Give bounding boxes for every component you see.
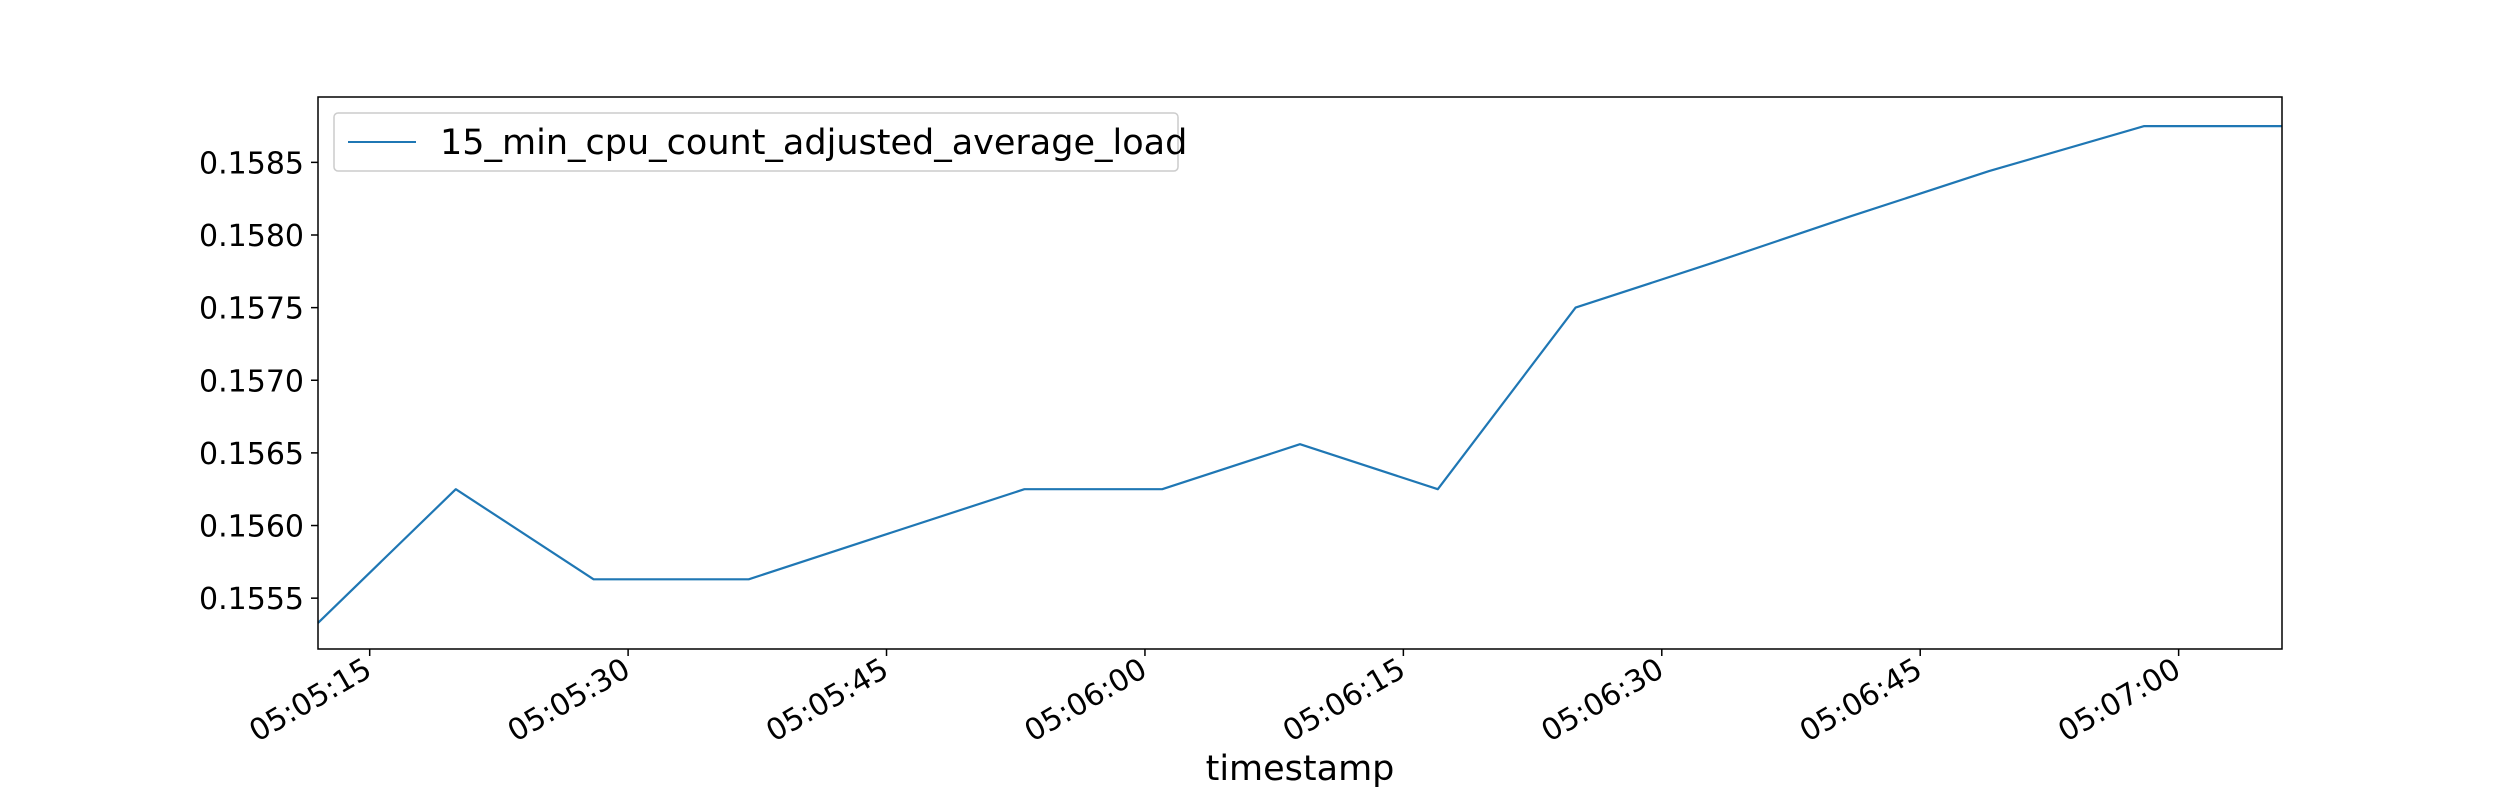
plot-frame <box>317 96 2283 650</box>
legend-label: 15_min_cpu_count_adjusted_average_load <box>440 123 1187 163</box>
y-tick-label: 0.1580 <box>199 219 304 254</box>
x-tick-label: 05:07:00 <box>2052 652 2186 750</box>
y-tick-label: 0.1585 <box>199 146 304 181</box>
y-axis-ticks: 0.1555 0.1560 0.1565 0.1570 0.1575 0.1580 0.15… <box>199 146 318 617</box>
x-tick-label: 05:06:45 <box>1794 652 1928 750</box>
y-tick-label: 0.1575 <box>199 292 304 327</box>
x-tick-label: 05:05:15 <box>243 652 377 750</box>
x-tick-label: 05:05:30 <box>502 652 636 750</box>
y-tick-label: 0.1560 <box>199 510 304 545</box>
x-tick-label: 05:06:15 <box>1277 652 1411 750</box>
y-tick-label: 0.1565 <box>199 437 304 472</box>
legend-box <box>333 112 1179 172</box>
legend: 15_min_cpu_count_adjusted_average_load <box>333 112 1187 172</box>
x-axis-label: timestamp <box>1206 749 1395 789</box>
x-axis-ticks: 05:05:15 05:05:30 05:05:45 05:06:00 05:06:15… <box>243 649 2187 750</box>
y-tick-label: 0.1570 <box>199 364 304 399</box>
y-tick-label: 0.1555 <box>199 582 304 617</box>
series-line <box>317 124 2282 624</box>
x-tick-label: 05:05:45 <box>760 652 894 750</box>
x-tick-label: 05:06:30 <box>1536 652 1670 750</box>
x-tick-label: 05:06:00 <box>1019 652 1153 750</box>
plot-lines <box>317 124 2282 624</box>
